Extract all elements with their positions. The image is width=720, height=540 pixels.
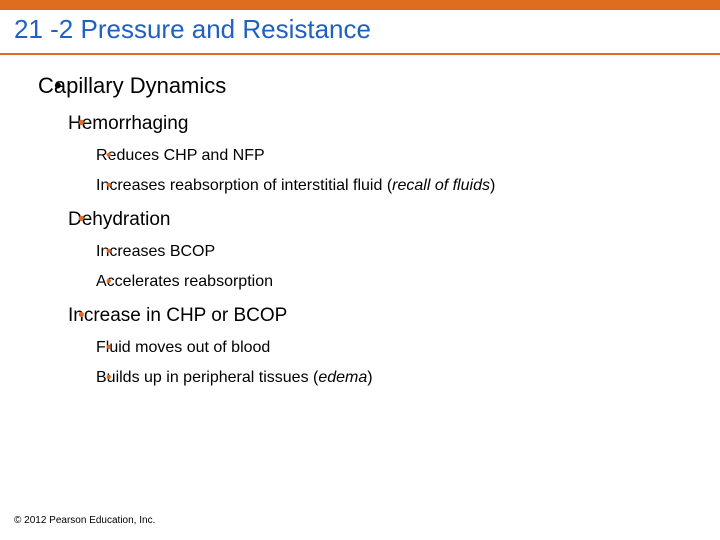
lvl3-item: Increases reabsorption of interstitial f… [96,177,720,195]
lvl3-item: Builds up in peripheral tissues (edema) [96,369,720,387]
lvl2-text: Dehydration [68,209,170,230]
lvl2-item: Increase in CHP or BCOP Fluid moves out … [68,305,720,387]
lvl1-item: Capillary Dynamics Hemorrhaging Reduces … [38,73,720,387]
lvl2-item: Hemorrhaging Reduces CHP and NFP Increas… [68,113,720,195]
lvl2-item: Dehydration Increases BCOP Accelerates r… [68,209,720,291]
lvl3-text: Reduces CHP and NFP [96,147,265,164]
lvl3-text-c: ) [490,177,495,194]
lvl3-text-italic: recall of fluids [392,177,490,194]
lvl1-text: Capillary Dynamics [38,73,226,98]
slide-top-bar [0,0,720,10]
lvl3-text-c: ) [367,369,372,386]
lvl3-item: Fluid moves out of blood [96,339,720,357]
lvl3-item: Reduces CHP and NFP [96,147,720,165]
lvl3-list: Increases BCOP Accelerates reabsorption [68,243,720,291]
title-container: 21 -2 Pressure and Resistance [0,10,720,55]
lvl3-text: Fluid moves out of blood [96,339,270,356]
lvl3-item: Increases BCOP [96,243,720,261]
lvl3-item: Accelerates reabsorption [96,273,720,291]
lvl2-text: Increase in CHP or BCOP [68,305,287,326]
lvl3-text-a: Increases reabsorption of interstitial f… [96,177,392,194]
lvl2-list: Hemorrhaging Reduces CHP and NFP Increas… [38,113,720,387]
lvl3-text: Increases BCOP [96,243,215,260]
lvl3-text-italic: edema [318,369,367,386]
lvl3-list: Fluid moves out of blood Builds up in pe… [68,339,720,387]
lvl3-list: Reduces CHP and NFP Increases reabsorpti… [68,147,720,195]
lvl3-text-a: Builds up in peripheral tissues ( [96,369,318,386]
content-list: Capillary Dynamics Hemorrhaging Reduces … [0,73,720,387]
lvl2-text: Hemorrhaging [68,113,188,134]
lvl3-text: Accelerates reabsorption [96,273,273,290]
copyright-text: © 2012 Pearson Education, Inc. [14,515,155,526]
slide-title: 21 -2 Pressure and Resistance [0,10,720,53]
